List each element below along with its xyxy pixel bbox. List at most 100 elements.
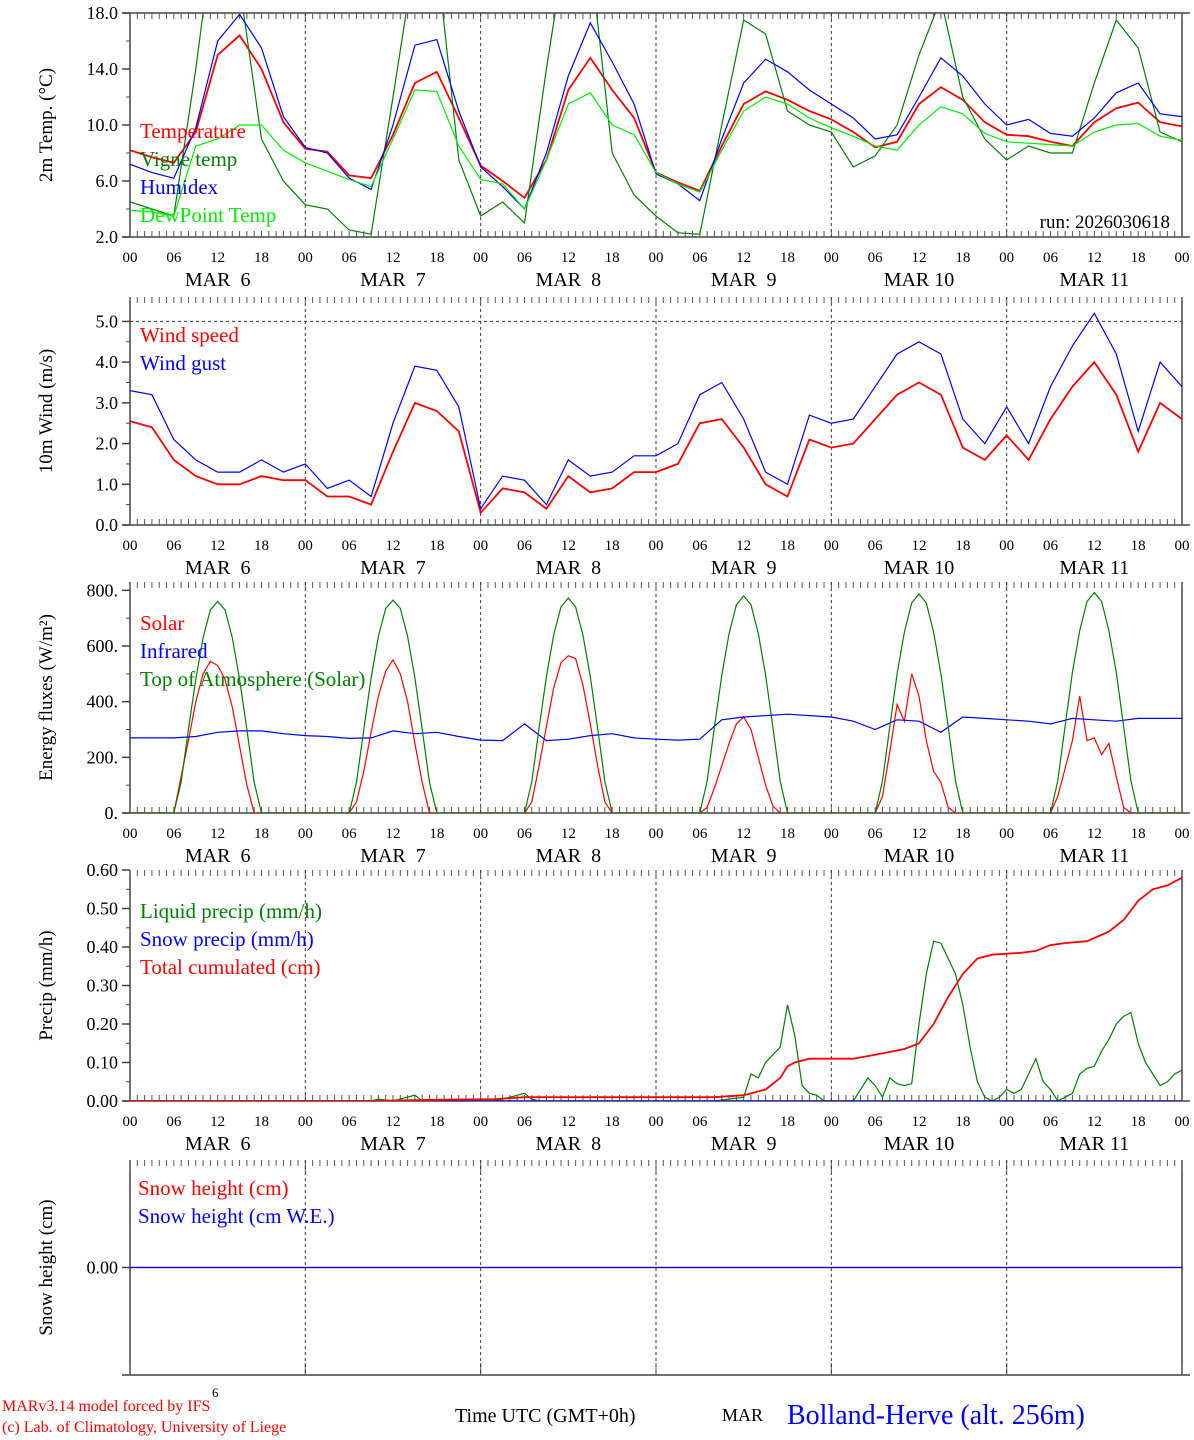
x-tick-label: 06: [342, 538, 358, 554]
day-label: MAR 7: [360, 557, 426, 579]
x-tick-label: 00: [298, 826, 313, 842]
x-tick-label: 06: [166, 1114, 182, 1130]
x-tick-label: 18: [955, 250, 970, 266]
x-tick-label: 06: [868, 826, 884, 842]
day-label: MAR 10: [884, 1133, 955, 1155]
x-tick-label: 12: [1087, 538, 1102, 554]
x-tick-label: 00: [123, 538, 138, 554]
series-line-wind-speed: [130, 360, 1182, 515]
x-tick-label: 00: [473, 250, 488, 266]
y-tick-label: 0.: [105, 803, 119, 823]
x-tick-label: 12: [561, 250, 576, 266]
x-tick-label: 12: [386, 250, 401, 266]
series-line-total-cumulated-cm-: [130, 876, 1182, 1101]
day-label: MAR 11: [1059, 1133, 1129, 1155]
x-tick-label: 12: [912, 538, 927, 554]
x-tick-label: 18: [955, 1114, 970, 1130]
x-tick-label: 12: [1087, 826, 1102, 842]
x-tick-label: 06: [692, 250, 708, 266]
x-tick-label: 18: [605, 826, 620, 842]
x-tick-label: 18: [429, 538, 444, 554]
legend-entry: Solar: [140, 611, 184, 635]
x-tick-label: 12: [210, 250, 225, 266]
x-tick-label: 06: [166, 250, 182, 266]
x-tick-label: 00: [999, 1114, 1014, 1130]
x-tick-label: 06: [868, 250, 884, 266]
x-tick-label: 18: [780, 826, 795, 842]
x-tick-label: 00: [473, 538, 488, 554]
day-label: MAR 10: [884, 269, 955, 291]
legend-entry: Snow height (cm): [138, 1176, 288, 1200]
legend-entry: Total cumulated (cm): [140, 955, 320, 979]
x-tick-label: 18: [780, 538, 795, 554]
x-tick-label: 06: [342, 250, 358, 266]
series-line-dewpoint-temp: [130, 89, 1182, 217]
x-tick-label: 12: [736, 826, 751, 842]
x-tick-label: 06: [1043, 250, 1059, 266]
x-tick-label: 12: [736, 1114, 751, 1130]
x-tick-label: 18: [605, 1114, 620, 1130]
day-label: MAR 11: [1059, 845, 1129, 867]
x-tick-label: 18: [254, 826, 269, 842]
y-tick-label: 14.0: [87, 59, 119, 79]
x-tick-label: 00: [1175, 826, 1190, 842]
x-tick-label: 00: [824, 538, 839, 554]
y-tick-label: 0.40: [87, 937, 119, 957]
legend-entry: Vigne temp: [140, 147, 237, 171]
x-tick-label: 12: [561, 538, 576, 554]
legend-entry: Temperature: [140, 119, 246, 143]
day-label: MAR 11: [1059, 557, 1129, 579]
day-label: MAR 8: [536, 269, 602, 291]
day-label: MAR 9: [711, 1133, 777, 1155]
x-tick-label: 12: [386, 826, 401, 842]
panel-4: 0.00 0.10 0.20 0.30 0.40 0.50 0.60 Precip (mm/h…: [36, 860, 1190, 1155]
x-tick-label: 00: [1175, 538, 1190, 554]
x-tick-label: 06: [692, 538, 708, 554]
legend-entry: Wind gust: [140, 351, 226, 375]
footer-day-number: 6: [212, 1385, 219, 1400]
series-line-wind-gust: [130, 312, 1182, 511]
series-line-humidex: [130, 13, 1182, 211]
x-tick-label: 18: [429, 826, 444, 842]
x-tick-label: 06: [868, 538, 884, 554]
y-tick-label: 5.0: [96, 311, 119, 331]
y-tick-label: 3.0: [96, 393, 119, 413]
day-label: MAR 9: [711, 845, 777, 867]
x-tick-label: 06: [1043, 538, 1059, 554]
x-tick-label: 12: [912, 250, 927, 266]
y-tick-label: 600.: [87, 636, 119, 656]
x-tick-label: 00: [824, 250, 839, 266]
y-axis-label: 10m Wind (m/s): [36, 349, 57, 474]
day-label: MAR 6: [185, 269, 251, 291]
x-tick-label: 18: [955, 826, 970, 842]
y-tick-label: 800.: [87, 580, 119, 600]
x-tick-label: 00: [649, 826, 664, 842]
x-tick-label: 00: [123, 826, 138, 842]
x-tick-label: 12: [912, 826, 927, 842]
day-label: MAR 7: [360, 1133, 426, 1155]
x-tick-label: 00: [824, 1114, 839, 1130]
x-tick-label: 12: [736, 250, 751, 266]
run-annotation: run: 2026030618: [1040, 212, 1170, 233]
x-tick-label: 06: [166, 538, 182, 554]
y-tick-label: 0.50: [87, 899, 119, 919]
y-tick-label: 2.0: [96, 227, 119, 247]
y-axis-label: Precip (mm/h): [36, 930, 57, 1040]
x-tick-label: 06: [342, 1114, 358, 1130]
x-tick-label: 06: [1043, 1114, 1059, 1130]
panel-3: 0. 200. 400. 600. 800. Energy fluxes (W/m²) 00…: [36, 580, 1190, 867]
series-line-infrared: [130, 713, 1182, 742]
x-tick-label: 00: [1175, 250, 1190, 266]
x-tick-label: 18: [780, 1114, 795, 1130]
day-label: MAR 10: [884, 557, 955, 579]
x-tick-label: 06: [517, 250, 533, 266]
legend-entry: Snow precip (mm/h): [140, 927, 314, 951]
x-tick-label: 00: [999, 538, 1014, 554]
x-tick-label: 18: [254, 1114, 269, 1130]
y-tick-label: 0.30: [87, 976, 119, 996]
day-label: MAR 6: [185, 1133, 251, 1155]
x-tick-label: 12: [912, 1114, 927, 1130]
x-tick-label: 12: [386, 1114, 401, 1130]
x-tick-label: 00: [999, 826, 1014, 842]
